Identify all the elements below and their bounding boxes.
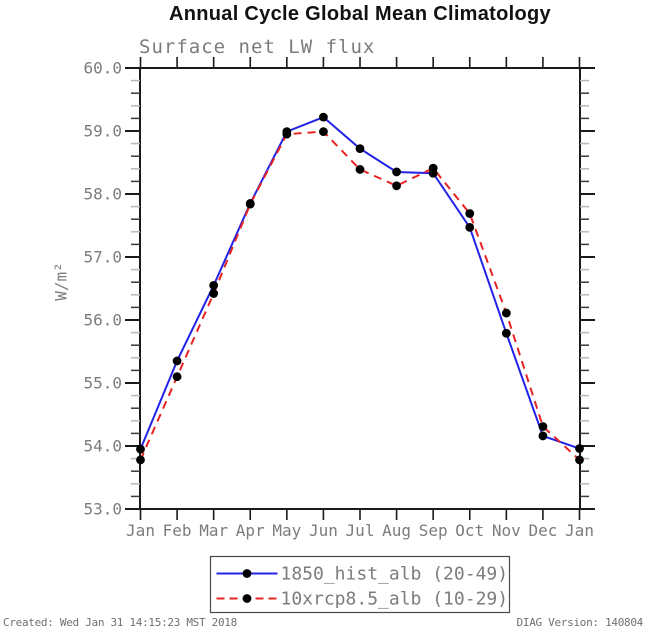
series-line-10xrcp8.5_alb <box>139 130 581 461</box>
data-point-marker <box>282 129 292 139</box>
x-tick-label: Jan <box>126 521 155 540</box>
data-point-marker <box>245 199 255 209</box>
y-tick-label: 54.0 <box>83 437 122 456</box>
legend-sample-marker <box>242 569 252 578</box>
x-tick-label: Aug <box>382 521 411 540</box>
y-tick-label: 55.0 <box>83 374 122 393</box>
data-point-marker <box>392 167 401 177</box>
data-point-marker <box>392 181 401 191</box>
data-point-marker <box>319 112 328 122</box>
x-tick-label: Jun <box>309 521 338 540</box>
x-tick-label: Mar <box>199 521 228 540</box>
data-point-marker <box>355 144 365 154</box>
chart-title: Annual Cycle Global Mean Climatology <box>169 3 551 25</box>
x-tick-label: Jul <box>346 521 375 540</box>
data-point-marker <box>575 455 584 465</box>
created-timestamp: Created: Wed Jan 31 14:15:23 MST 2018 <box>3 616 237 629</box>
x-tick-label: Sep <box>419 521 448 540</box>
data-point-marker <box>501 328 511 338</box>
x-tick-label: Jan <box>565 521 594 540</box>
y-tick-label: 59.0 <box>83 122 122 141</box>
data-point-marker <box>428 163 438 173</box>
data-point-marker <box>172 356 182 366</box>
y-tick-label: 56.0 <box>83 311 122 330</box>
data-point-marker <box>136 444 145 454</box>
data-point-marker <box>465 222 475 232</box>
x-tick-label: Dec <box>528 521 557 540</box>
legend-label: 1850_hist_alb (20-49) <box>281 564 509 585</box>
data-point-marker <box>465 209 475 218</box>
data-point-marker <box>319 127 328 137</box>
data-point-marker <box>575 444 584 453</box>
x-tick-label: May <box>272 521 301 540</box>
y-tick-label: 60.0 <box>83 59 122 78</box>
y-tick-label: 53.0 <box>83 500 122 519</box>
chart-subtitle: Surface net LW flux <box>139 36 376 58</box>
data-point-marker <box>209 280 219 290</box>
legend-box <box>209 555 511 614</box>
x-tick-label: Oct <box>455 521 484 540</box>
y-tick-label: 57.0 <box>83 248 122 267</box>
data-point-marker <box>136 455 145 465</box>
legend-sample-marker <box>242 594 252 603</box>
data-point-marker <box>355 165 365 174</box>
data-point-marker <box>538 422 548 431</box>
data-point-marker <box>538 431 548 441</box>
x-tick-label: Feb <box>163 521 192 540</box>
data-point-marker <box>209 289 219 298</box>
plot-frame <box>139 67 581 510</box>
data-point-marker <box>172 372 182 382</box>
x-tick-label: Apr <box>236 521 265 540</box>
x-tick-label: Nov <box>492 521 521 540</box>
legend-label: 10xrcp8.5_alb (10-29) <box>281 589 509 610</box>
data-point-marker <box>501 308 511 318</box>
y-tick-label: 58.0 <box>83 185 122 204</box>
diag-version: DIAG Version: 140804 <box>516 616 644 629</box>
